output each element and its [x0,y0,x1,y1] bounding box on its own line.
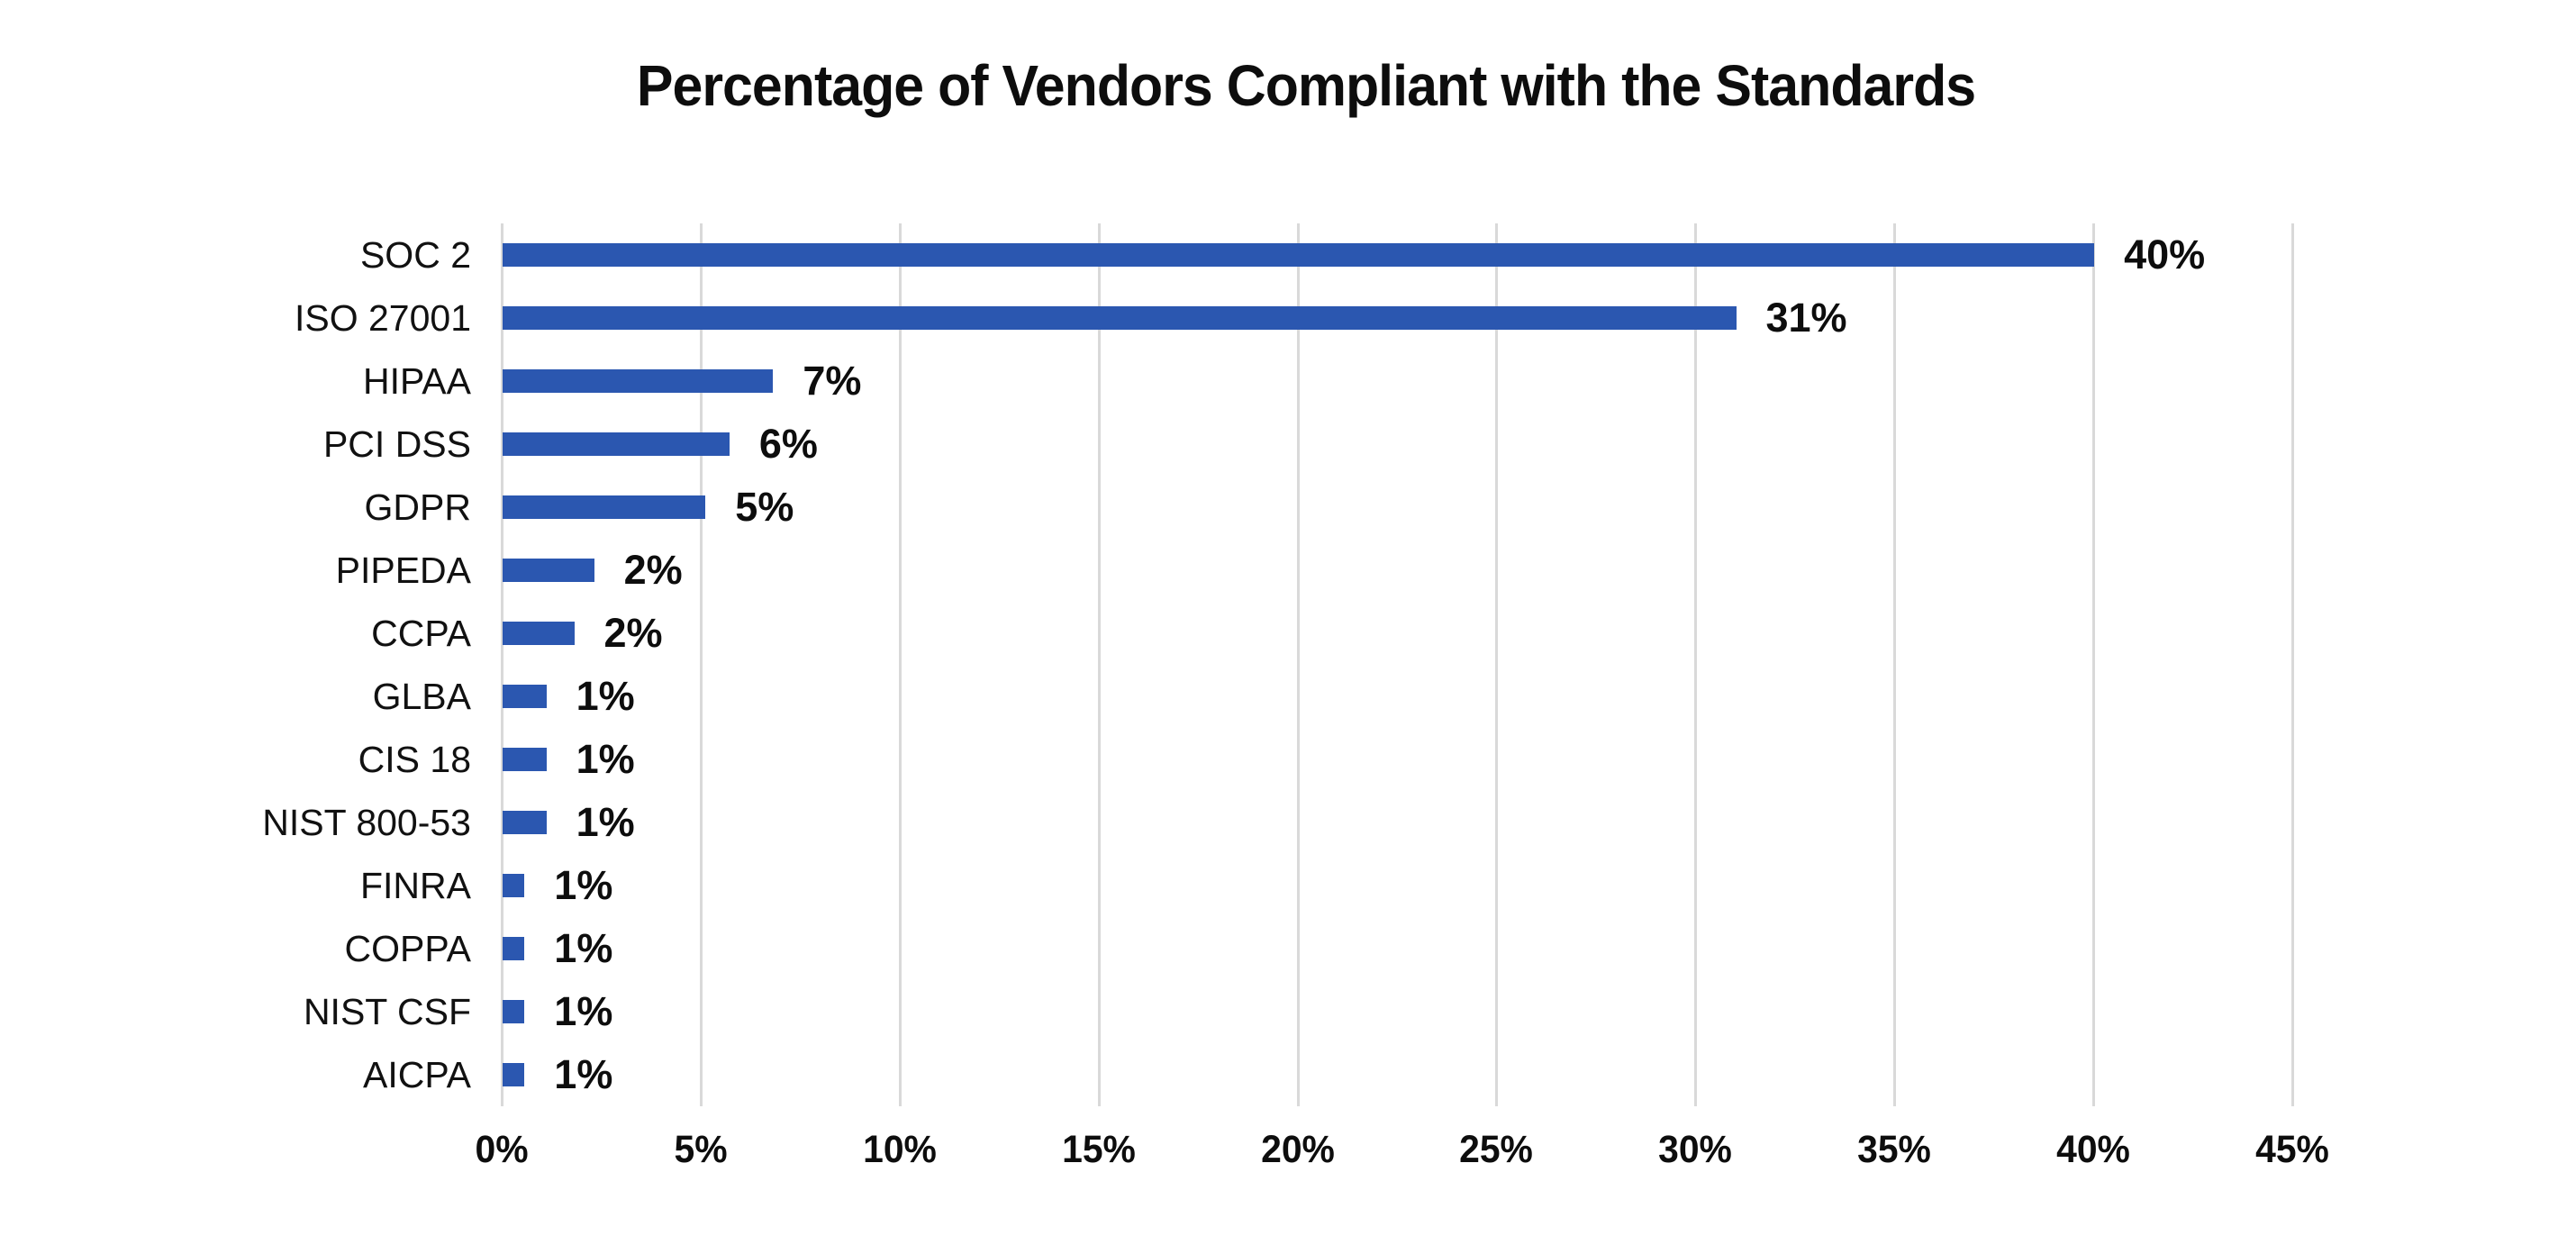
gridline [1296,223,1300,1106]
bar [503,1063,525,1086]
chart-row: CIS 18 1% [358,728,2292,791]
gridline [1694,223,1698,1106]
category-label: NIST CSF [303,991,471,1032]
gridline [1495,223,1499,1106]
chart-row: AICPA 1% [363,1043,2292,1106]
category-label: FINRA [360,865,471,906]
value-label: 40% [2124,232,2206,277]
bar [503,369,774,393]
chart-row: GLBA 1% [373,665,2292,728]
plot-area: SOC 2 40% ISO 27001 31% HIPAA 7% PCI DSS 6% GDPR… [262,223,2329,1171]
value-label: 1% [554,862,613,908]
x-tick-label: 10% [862,1128,937,1171]
category-label: CIS 18 [358,739,471,780]
x-tick-label: 45% [2255,1128,2329,1171]
gridline [1893,223,1897,1106]
x-tick-label: 40% [2056,1128,2130,1171]
bar [503,432,730,456]
value-label: 6% [758,421,818,467]
gridline [2092,223,2096,1106]
category-label: AICPA [363,1054,471,1095]
bar [503,1000,525,1023]
chart-title: Percentage of Vendors Compliant with the… [636,53,1976,118]
value-label: 1% [554,988,613,1034]
chart-row: NIST CSF 1% [304,980,2292,1043]
value-label: 1% [554,1051,613,1097]
bar [503,685,547,708]
gridline [699,223,703,1106]
chart-row: COPPA 1% [345,917,2292,980]
value-label: 7% [803,358,862,404]
category-label: NIST 800-53 [262,802,471,843]
x-tick-label: 5% [674,1128,728,1171]
x-tick-label: 30% [1658,1128,1733,1171]
chart-row: HIPAA 7% [363,350,2292,413]
chart-row: GDPR 5% [365,476,2292,539]
bar [503,306,1737,330]
x-tick-label: 35% [1857,1128,1932,1171]
chart-row: CCPA 2% [371,602,2292,665]
bar [503,748,547,771]
gridline [2291,223,2294,1106]
value-label: 5% [735,484,794,530]
category-label: ISO 27001 [294,297,471,339]
chart-row: FINRA 1% [360,854,2292,917]
category-label: COPPA [344,928,472,969]
bar [503,622,575,645]
x-tick-label: 20% [1260,1128,1335,1171]
bar [503,874,525,897]
category-label: CCPA [371,613,471,654]
gridline [501,223,503,1106]
value-label: 2% [623,547,683,593]
category-label: PIPEDA [335,550,471,591]
x-tick-label: 15% [1061,1128,1136,1171]
chart-row: PIPEDA 2% [336,539,2292,602]
value-label: 1% [576,673,635,719]
x-tick-label: 25% [1459,1128,1534,1171]
bar [503,937,525,960]
x-tick-label: 0% [475,1128,529,1171]
chart-row: SOC 2 40% [360,223,2292,286]
chart-row: NIST 800-53 1% [262,791,2292,854]
value-label: 31% [1765,295,1847,341]
category-label: HIPAA [363,360,471,402]
chart-row: ISO 27001 31% [295,286,2292,350]
gridline [1097,223,1101,1106]
value-label: 1% [576,799,635,845]
category-label: GLBA [372,676,471,717]
gridline [898,223,902,1106]
category-label: PCI DSS [322,423,471,465]
bar [503,811,547,834]
value-label: 2% [603,610,663,656]
value-label: 1% [554,925,613,971]
chart-row: PCI DSS 6% [323,413,2292,476]
category-label: GDPR [364,486,471,528]
bar [503,559,594,582]
bar [503,495,706,519]
value-label: 1% [576,736,635,782]
bar [503,243,2095,267]
category-label: SOC 2 [359,234,471,276]
